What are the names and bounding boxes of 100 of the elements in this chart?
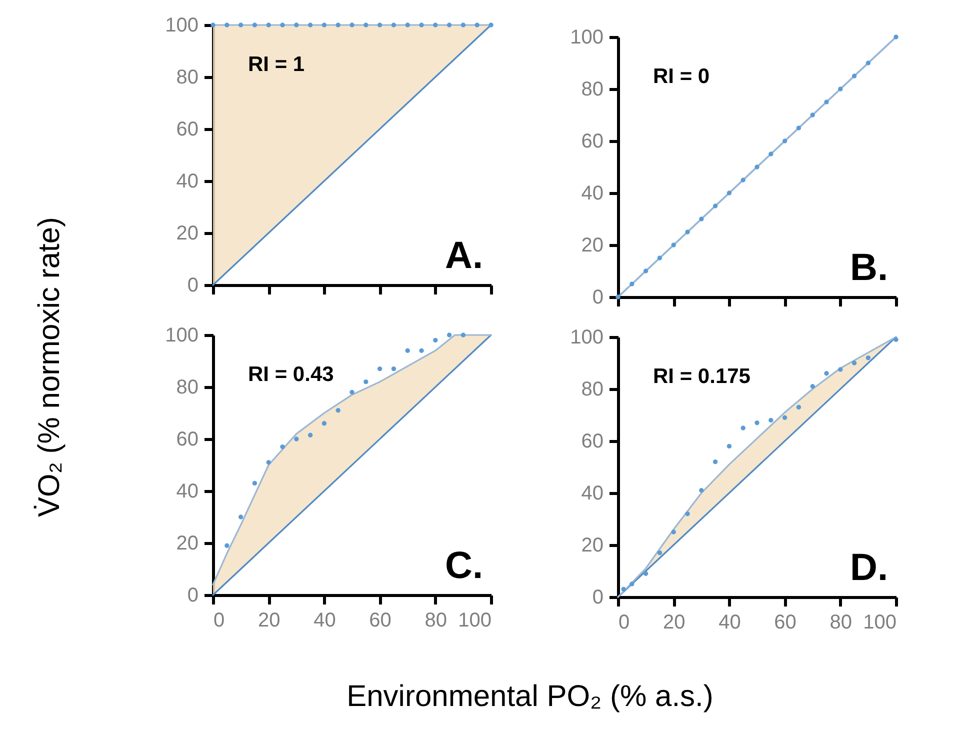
point <box>616 294 620 300</box>
point <box>712 459 718 464</box>
x-tick-label: 20 <box>258 610 280 632</box>
point <box>782 138 788 144</box>
y-tick-label: 40 <box>581 482 604 504</box>
point <box>699 488 704 493</box>
point <box>224 543 230 548</box>
x-tick-label: 0 <box>618 612 630 634</box>
point <box>377 366 382 372</box>
point <box>852 74 857 78</box>
y-tick-label: 100 <box>570 326 604 348</box>
y-tick-label: 60 <box>581 130 604 152</box>
annotation: RI = 0 <box>653 65 710 88</box>
annotation: D. <box>850 547 888 589</box>
point <box>446 332 452 338</box>
point <box>657 256 662 260</box>
point <box>238 514 244 520</box>
point <box>796 126 802 130</box>
y-tick-label: 20 <box>581 234 604 256</box>
y-tick-label: 80 <box>176 376 198 398</box>
point <box>630 282 634 286</box>
x-tick-label: 100 <box>458 610 492 632</box>
point <box>712 204 718 208</box>
x-tick-label: 40 <box>718 612 741 634</box>
annotation: RI = 0.175 <box>653 365 751 388</box>
point <box>810 112 815 118</box>
point <box>824 100 829 104</box>
y-tick-label: 20 <box>176 222 198 244</box>
point <box>336 408 340 413</box>
point <box>699 216 704 222</box>
point <box>740 178 746 182</box>
point <box>824 371 829 376</box>
point <box>685 511 690 516</box>
y-tick-label: 80 <box>581 378 604 400</box>
point <box>740 426 746 430</box>
point <box>671 530 676 534</box>
point <box>364 379 368 384</box>
point <box>894 337 898 342</box>
x-tick-label: 20 <box>662 612 686 634</box>
x-axis-title: Environmental PO₂ (% a.s.) <box>346 680 714 714</box>
y-tick-label: 100 <box>570 26 604 48</box>
point <box>768 418 774 423</box>
point <box>266 460 271 465</box>
x-tick-label: 80 <box>424 610 448 632</box>
point <box>405 348 410 353</box>
y-axis-title: V̇O₂ (% normoxic rate) <box>33 216 67 520</box>
point <box>630 582 634 586</box>
point <box>866 60 871 66</box>
point <box>866 355 871 360</box>
point <box>621 586 626 592</box>
annotation: C. <box>445 545 483 587</box>
x-tick-label: 40 <box>314 610 336 632</box>
y-tick-label: 60 <box>176 118 198 140</box>
y-tick-label: 60 <box>581 430 604 452</box>
point <box>810 384 815 389</box>
y-tick-label: 20 <box>581 534 604 556</box>
point <box>433 338 438 343</box>
annotation: A. <box>445 235 483 277</box>
annotation: B. <box>850 247 888 289</box>
point <box>294 436 299 442</box>
point <box>838 86 843 92</box>
y-tick-label: 40 <box>176 170 198 192</box>
y-tick-label: 0 <box>187 584 198 606</box>
point <box>754 420 760 426</box>
point <box>391 366 396 372</box>
point <box>838 367 843 372</box>
point <box>671 242 676 248</box>
x-tick-label: 80 <box>830 612 852 634</box>
point <box>280 444 285 450</box>
point <box>252 480 258 486</box>
y-tick-label: 40 <box>176 480 198 502</box>
point <box>308 432 313 438</box>
y-tick-label: 80 <box>176 66 198 88</box>
y-tick-label: 40 <box>581 182 604 204</box>
point <box>643 268 648 274</box>
point <box>350 390 354 395</box>
point <box>322 421 327 426</box>
point <box>754 164 760 170</box>
point <box>657 550 662 556</box>
point <box>685 230 690 234</box>
y-tick-label: 80 <box>581 78 604 100</box>
annotation: RI = 1 <box>248 53 305 76</box>
point <box>782 415 788 420</box>
x-tick-label: 100 <box>863 612 896 634</box>
y-tick-label: 100 <box>165 324 198 346</box>
point <box>460 332 466 338</box>
x-tick-label: 60 <box>774 612 796 634</box>
y-tick-label: 0 <box>187 274 198 296</box>
y-tick-label: 0 <box>592 286 604 308</box>
point <box>643 571 648 576</box>
x-tick-label: 0 <box>214 610 225 632</box>
point <box>852 360 857 366</box>
x-tick-label: 60 <box>369 610 392 632</box>
annotation: RI = 0.43 <box>248 363 334 386</box>
y-tick-label: 100 <box>165 14 198 36</box>
point <box>894 34 898 40</box>
y-tick-label: 60 <box>176 428 198 450</box>
y-tick-label: 0 <box>592 586 604 608</box>
point <box>726 190 732 196</box>
point <box>726 444 732 449</box>
